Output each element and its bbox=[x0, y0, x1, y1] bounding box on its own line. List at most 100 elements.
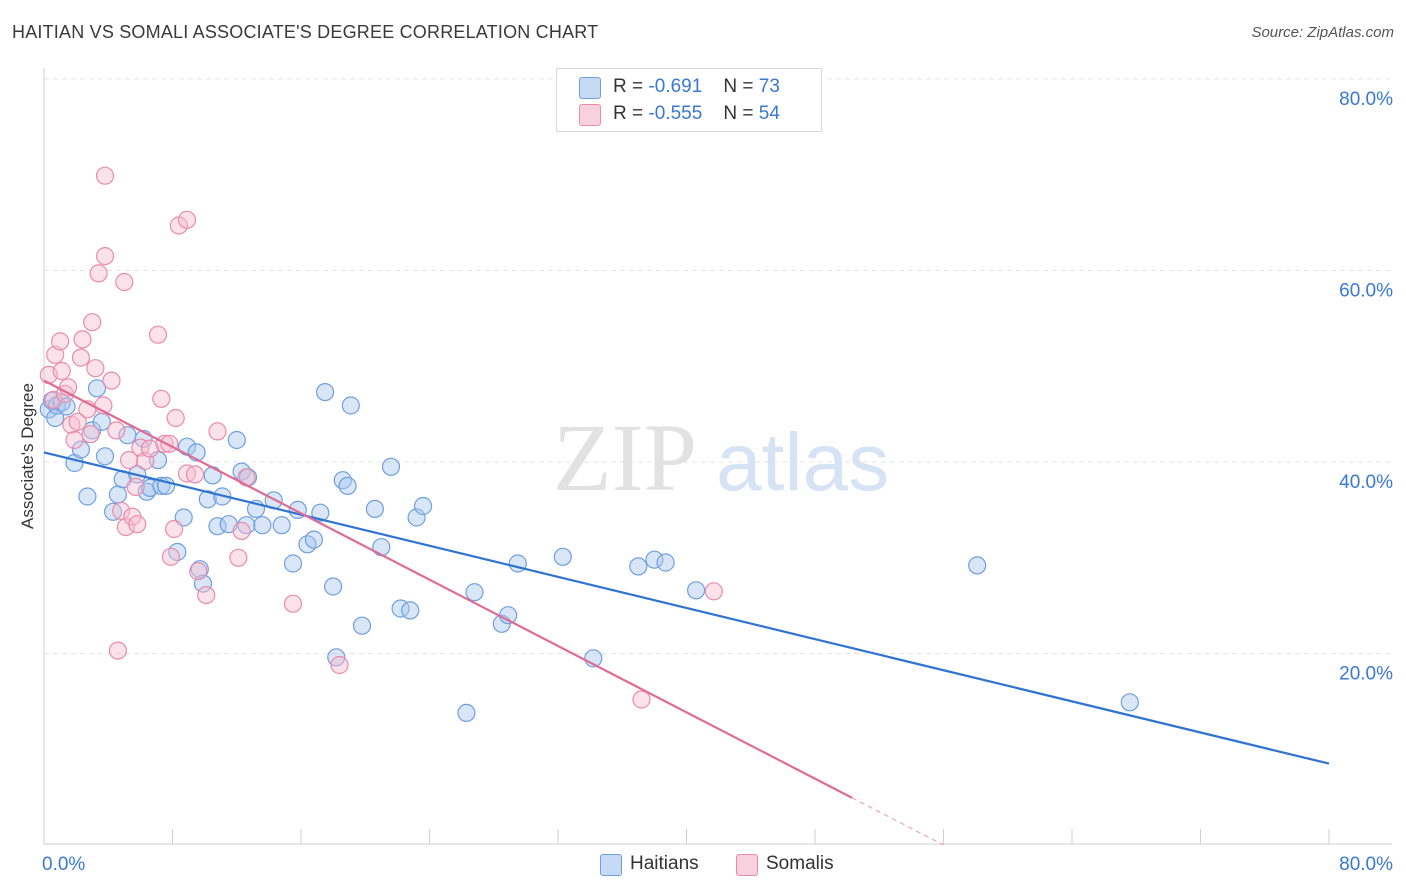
haitian-point bbox=[372, 538, 391, 557]
somali-point bbox=[95, 166, 115, 185]
somali-point bbox=[89, 264, 108, 283]
haitian-point bbox=[304, 530, 323, 549]
x-axis-ticks bbox=[172, 829, 1330, 844]
somali-point bbox=[148, 325, 168, 344]
x-tick-label-min: 0.0% bbox=[42, 854, 85, 875]
somali-point bbox=[95, 247, 115, 266]
somali-point bbox=[229, 548, 248, 567]
trend-lines bbox=[43, 379, 1330, 846]
y-tick-label-20: 20.0% bbox=[1339, 664, 1393, 685]
somalis-trend-line-extension bbox=[851, 797, 944, 846]
watermark-zip: ZIP bbox=[553, 404, 697, 511]
somali-point bbox=[160, 434, 179, 453]
somali-point bbox=[68, 412, 87, 431]
somali-point bbox=[283, 594, 303, 613]
somalis-swatch bbox=[579, 104, 601, 126]
chart-title: HAITIAN VS SOMALI ASSOCIATE'S DEGREE COR… bbox=[12, 22, 599, 42]
haitian-point bbox=[401, 601, 420, 620]
haitian-point bbox=[553, 547, 572, 566]
haitian-point bbox=[203, 466, 222, 485]
somali-point bbox=[81, 425, 100, 444]
somalis-n-value: 54 bbox=[758, 103, 780, 124]
somali-point bbox=[166, 408, 185, 428]
somali-point bbox=[73, 330, 92, 349]
haitian-point bbox=[333, 471, 352, 490]
somali-point bbox=[165, 519, 184, 539]
somali-point bbox=[50, 332, 70, 351]
haitian-point bbox=[78, 487, 97, 506]
somali-point bbox=[102, 371, 121, 390]
somali-point bbox=[208, 422, 227, 441]
haitian-point bbox=[414, 496, 433, 516]
somali-point bbox=[115, 272, 134, 292]
y-tick-label-40: 40.0% bbox=[1339, 472, 1393, 493]
haitian-point bbox=[71, 440, 91, 459]
haitian-point bbox=[1120, 693, 1139, 712]
somali-point bbox=[86, 359, 105, 378]
haitian-point bbox=[968, 556, 987, 575]
watermark: ZIP atlas bbox=[553, 404, 889, 511]
somali-point bbox=[131, 438, 150, 457]
somali-point bbox=[704, 582, 723, 601]
somali-point bbox=[185, 465, 205, 484]
somali-point bbox=[152, 389, 171, 408]
haitian-point bbox=[140, 478, 160, 497]
haitian-point bbox=[198, 490, 217, 509]
bottom-haitians-swatch bbox=[600, 854, 622, 876]
y-axis-label: Associate's Degree bbox=[18, 383, 37, 529]
bottom-haitians-label: Haitians bbox=[630, 853, 699, 874]
haitian-point bbox=[365, 499, 384, 518]
haitian-point bbox=[316, 383, 335, 402]
somali-point bbox=[232, 521, 251, 541]
bottom-somalis-swatch bbox=[736, 854, 758, 876]
haitians-n-label: N = bbox=[723, 76, 754, 97]
haitian-point bbox=[253, 516, 272, 535]
bottom-somalis-label: Somalis bbox=[766, 853, 834, 874]
haitian-point bbox=[272, 516, 291, 535]
y-tick-label-80: 80.0% bbox=[1339, 89, 1393, 110]
somalis-n-label: N = bbox=[723, 103, 754, 124]
haitian-point bbox=[283, 554, 303, 573]
somalis-points bbox=[39, 166, 723, 709]
somali-point bbox=[330, 655, 349, 675]
haitians-r-label: R = bbox=[613, 76, 644, 97]
somali-point bbox=[107, 421, 126, 440]
somali-point bbox=[46, 345, 65, 364]
somali-point bbox=[65, 430, 84, 450]
somali-point bbox=[83, 313, 102, 332]
haitian-point bbox=[108, 485, 128, 504]
somali-point bbox=[120, 451, 139, 470]
haitians-r-value: -0.691 bbox=[648, 76, 703, 97]
haitian-point bbox=[629, 557, 648, 576]
x-tick-label-max: 80.0% bbox=[1339, 854, 1393, 875]
haitian-point bbox=[341, 396, 360, 415]
haitian-point bbox=[324, 577, 343, 596]
y-tick-label-60: 60.0% bbox=[1339, 281, 1393, 302]
haitian-point bbox=[311, 503, 330, 522]
haitian-point bbox=[95, 447, 115, 466]
somali-point bbox=[108, 641, 128, 660]
haitian-point bbox=[87, 379, 107, 398]
haitian-point bbox=[352, 616, 372, 635]
somali-point bbox=[126, 477, 145, 496]
haitian-point bbox=[237, 516, 256, 535]
source-credit: Source: ZipAtlas.com bbox=[1251, 24, 1394, 41]
haitians-n-value: 73 bbox=[758, 76, 780, 97]
somalis-trend-line bbox=[43, 379, 853, 799]
somali-point bbox=[177, 210, 197, 229]
axes bbox=[43, 68, 1392, 845]
somali-point bbox=[140, 439, 160, 458]
haitian-point bbox=[645, 550, 664, 569]
haitian-point bbox=[407, 508, 426, 527]
somali-point bbox=[128, 515, 147, 534]
somali-point bbox=[111, 501, 131, 520]
haitians-swatch bbox=[579, 77, 601, 99]
somali-point bbox=[161, 547, 180, 566]
somalis-r-label: R = bbox=[613, 103, 644, 124]
somali-point bbox=[52, 361, 71, 381]
somali-point bbox=[116, 517, 136, 537]
haitian-point bbox=[227, 430, 246, 450]
y-axis-tick-labels: 20.0% 40.0% 60.0% 80.0% bbox=[1339, 89, 1393, 685]
somali-point bbox=[189, 562, 208, 581]
